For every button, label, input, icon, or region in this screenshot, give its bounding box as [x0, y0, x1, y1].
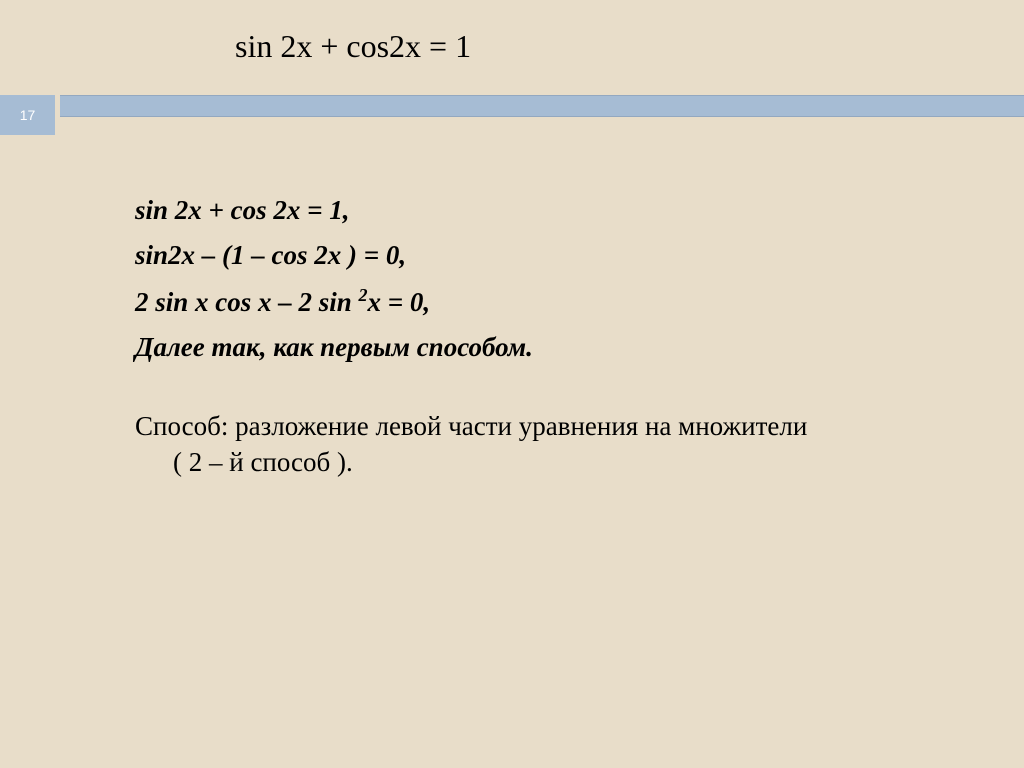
slide-number-badge: 17 — [0, 95, 55, 135]
equation-line-3: 2 sin x cos x – 2 sin 2x = 0, — [135, 285, 964, 318]
divider-band-row: 17 — [0, 95, 1024, 135]
equation-line-1: sin 2x + cos 2x = 1, — [135, 195, 964, 226]
method-block: Способ: разложение левой части уравнения… — [135, 408, 964, 481]
equation-line-2: sin2x – (1 – cos 2x ) = 0, — [135, 240, 964, 271]
method-line-1: Способ: разложение левой части уравнения… — [135, 408, 964, 444]
equation-3-part2: x = 0, — [368, 287, 431, 317]
equation-3-superscript: 2 — [359, 285, 368, 305]
divider-band — [60, 95, 1024, 117]
conclusion-line: Далее так, как первым способом. — [135, 332, 964, 363]
title-area: sin 2x + cos2x = 1 — [0, 0, 1024, 95]
equation-3-part1: 2 sin x cos x – 2 sin — [135, 287, 359, 317]
page-title: sin 2x + cos2x = 1 — [235, 28, 1024, 65]
content-area: sin 2x + cos 2x = 1, sin2x – (1 – cos 2x… — [0, 135, 1024, 481]
method-line-2: ( 2 – й способ ). — [135, 444, 964, 480]
